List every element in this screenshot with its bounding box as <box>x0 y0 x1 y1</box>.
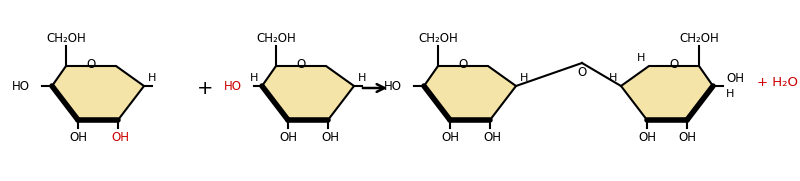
Text: H: H <box>637 53 645 63</box>
Text: HO: HO <box>12 79 30 92</box>
Polygon shape <box>621 66 713 120</box>
Text: CH₂OH: CH₂OH <box>418 33 458 45</box>
Text: OH: OH <box>321 131 339 144</box>
Text: H: H <box>726 89 734 99</box>
Text: OH: OH <box>111 131 129 144</box>
Text: O: O <box>86 58 96 71</box>
Text: H: H <box>358 73 366 83</box>
Polygon shape <box>262 66 354 120</box>
Polygon shape <box>424 66 516 120</box>
Text: OH: OH <box>638 131 656 144</box>
Text: CH₂OH: CH₂OH <box>256 33 296 45</box>
Text: O: O <box>458 58 468 71</box>
Text: CH₂OH: CH₂OH <box>679 33 719 45</box>
Polygon shape <box>52 66 144 120</box>
Text: HO: HO <box>224 79 242 92</box>
Text: OH: OH <box>678 131 696 144</box>
Text: O: O <box>670 58 678 71</box>
Text: + H₂O: + H₂O <box>757 77 798 89</box>
Text: OH: OH <box>483 131 501 144</box>
Text: OH: OH <box>726 71 744 85</box>
Text: OH: OH <box>279 131 297 144</box>
Text: H: H <box>148 73 156 83</box>
Text: H: H <box>520 73 528 83</box>
Text: OH: OH <box>69 131 87 144</box>
Text: +: + <box>197 79 214 98</box>
Text: HO: HO <box>384 79 402 92</box>
Text: H: H <box>250 73 258 83</box>
Text: OH: OH <box>441 131 459 144</box>
Text: O: O <box>296 58 306 71</box>
Text: H: H <box>609 73 617 83</box>
Text: O: O <box>578 66 586 79</box>
Text: CH₂OH: CH₂OH <box>46 33 86 45</box>
